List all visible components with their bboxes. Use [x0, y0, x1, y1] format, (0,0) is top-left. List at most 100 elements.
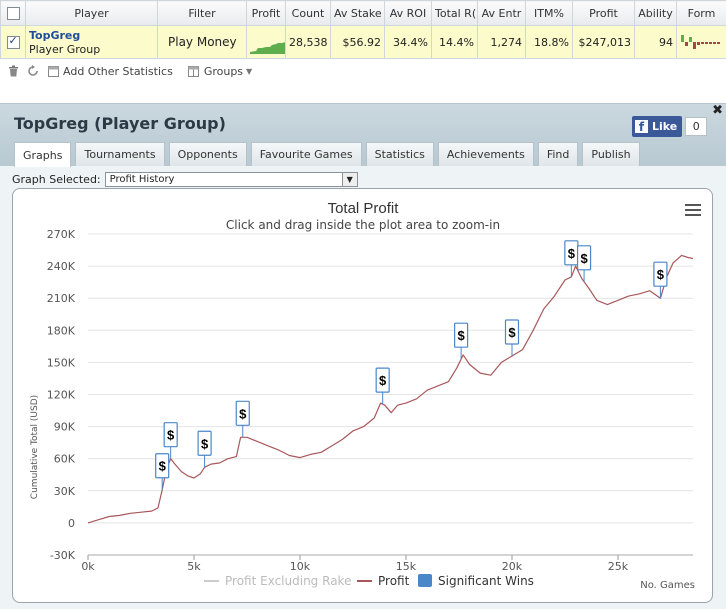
col-header-form[interactable]: Form: [676, 0, 726, 26]
legend-excl-rake-label[interactable]: Profit Excluding Rake: [225, 574, 351, 588]
facebook-like-widget: f Like 0: [632, 116, 708, 137]
chart-subtitle: Click and drag inside the plot area to z…: [226, 218, 500, 232]
y-tick-label: 30K: [54, 485, 76, 498]
table-header-row: Player Filter Profit Count Av Stake Av R…: [0, 0, 726, 26]
y-tick-label: 0: [68, 517, 75, 530]
col-header-ability[interactable]: Ability: [634, 0, 677, 26]
panel-title: TopGreg (Player Group): [14, 114, 226, 133]
add-other-statistics-button[interactable]: Add Other Statistics: [46, 64, 173, 78]
profit-sparkline: [250, 42, 285, 54]
close-icon[interactable]: ✖: [712, 103, 723, 118]
legend-significant-swatch: [418, 574, 432, 587]
count-cell: 28,538: [285, 25, 331, 59]
dollar-icon: $: [508, 325, 516, 340]
dollar-icon: $: [580, 251, 588, 266]
facebook-like-label: Like: [652, 120, 678, 133]
table-toolbar: Add Other Statistics Groups ▼: [0, 59, 726, 83]
dollar-icon: $: [159, 459, 167, 474]
profit-chart[interactable]: Total Profit Click and drag inside the p…: [12, 188, 713, 603]
groups-label: Groups: [203, 64, 244, 78]
groups-dropdown[interactable]: Groups ▼: [187, 64, 252, 78]
tab-publish[interactable]: Publish: [582, 142, 640, 166]
graph-selector: Graph Selected: Profit History ▼: [12, 172, 358, 187]
x-axis-ticks: 0k 5k 10k 15k 20k 25k: [81, 554, 693, 573]
facebook-like-button[interactable]: f Like: [632, 116, 683, 137]
tab-graphs[interactable]: Graphs: [14, 142, 72, 167]
graph-select-dropdown[interactable]: Profit History ▼: [104, 172, 358, 187]
y-tick-label: -30K: [50, 549, 76, 562]
chart-legend: Profit Excluding Rake Profit Significant…: [204, 574, 534, 588]
av-roi-cell: 34.4%: [384, 25, 432, 59]
col-header-av-entrants[interactable]: Av Entr: [477, 0, 526, 26]
flag-box: [155, 453, 170, 479]
player-cell[interactable]: TopGreg Player Group: [25, 25, 158, 59]
col-header-profit-graph[interactable]: Profit: [246, 0, 286, 26]
tab-tournaments[interactable]: Tournaments: [75, 142, 165, 166]
significant-win-flag: $: [653, 261, 668, 299]
dollar-icon: $: [167, 428, 175, 443]
chart-gridlines: [88, 233, 693, 556]
flag-box: [576, 245, 592, 271]
col-header-av-roi[interactable]: Av ROI: [384, 0, 432, 26]
col-header-itm[interactable]: ITM%: [525, 0, 573, 26]
refresh-icon[interactable]: [26, 64, 40, 78]
y-tick-label: 150K: [47, 356, 76, 369]
significant-win-flag: $: [163, 422, 178, 459]
tab-find[interactable]: Find: [537, 142, 579, 166]
profit-series: [87, 254, 694, 524]
row-checkbox[interactable]: [6, 34, 20, 49]
legend-significant-label[interactable]: Significant Wins: [438, 574, 534, 588]
col-header-total-roi[interactable]: Total R(: [431, 0, 478, 26]
y-tick-label: 120K: [47, 389, 76, 402]
y-tick-label: 90K: [54, 421, 76, 434]
y-tick-label: 210K: [47, 292, 76, 305]
significant-win-flag: $: [375, 367, 390, 405]
x-tick-label: 5k: [187, 560, 201, 573]
select-all-cell[interactable]: [0, 0, 26, 26]
col-header-profit[interactable]: Profit: [572, 0, 635, 26]
x-tick-label: 25k: [608, 560, 629, 573]
facebook-icon: f: [635, 120, 648, 133]
col-header-count[interactable]: Count: [285, 0, 331, 26]
select-all-checkbox[interactable]: [6, 6, 20, 20]
dollar-icon: $: [568, 246, 576, 261]
av-stake-cell: $56.92: [330, 25, 385, 59]
col-header-player[interactable]: Player: [25, 0, 158, 26]
form-bars: [681, 35, 720, 49]
flag-box: [375, 367, 390, 393]
x-tick-label: 0k: [81, 560, 95, 573]
significant-win-flag: $: [155, 453, 170, 490]
trash-icon[interactable]: [6, 64, 20, 78]
ability-cell: 94: [634, 25, 677, 59]
y-axis-label: Cumulative Total (USD): [30, 395, 40, 499]
chart-canvas[interactable]: Total Profit Click and drag inside the p…: [13, 189, 714, 604]
row-select-cell[interactable]: [0, 25, 26, 59]
tab-opponents[interactable]: Opponents: [168, 142, 247, 166]
add-other-statistics-label: Add Other Statistics: [63, 64, 173, 78]
flag-box: [235, 400, 250, 426]
x-tick-label: 10k: [290, 560, 311, 573]
legend-profit-label[interactable]: Profit: [378, 574, 410, 588]
flag-box: [163, 422, 178, 448]
chart-menu-icon[interactable]: [685, 204, 701, 216]
tab-achievements[interactable]: Achievements: [437, 142, 534, 166]
tab-statistics[interactable]: Statistics: [365, 142, 434, 166]
filter-cell: Play Money: [157, 25, 247, 59]
y-tick-label: 60K: [54, 453, 76, 466]
flag-box: [454, 322, 469, 348]
av-entrants-cell: 1,274: [477, 25, 526, 59]
col-header-av-stake[interactable]: Av Stake: [330, 0, 385, 26]
tab-favourite-games[interactable]: Favourite Games: [250, 142, 362, 166]
col-header-filter[interactable]: Filter: [157, 0, 247, 26]
total-roi-cell: 14.4%: [431, 25, 478, 59]
player-name-link[interactable]: TopGreg: [29, 28, 81, 42]
significant-win-flag: $: [504, 319, 520, 356]
flag-box: [197, 430, 212, 456]
y-tick-label: 180K: [47, 324, 76, 337]
x-axis-label: No. Games: [640, 580, 695, 591]
chevron-down-icon[interactable]: ▼: [341, 173, 357, 186]
table-row[interactable]: TopGreg Player Group Play Money 28,538 $…: [0, 25, 726, 59]
dollar-icon: $: [239, 406, 247, 421]
panel-header: TopGreg (Player Group) ✖ f Like 0 Graphs…: [0, 103, 726, 167]
form-cell: [676, 25, 726, 59]
